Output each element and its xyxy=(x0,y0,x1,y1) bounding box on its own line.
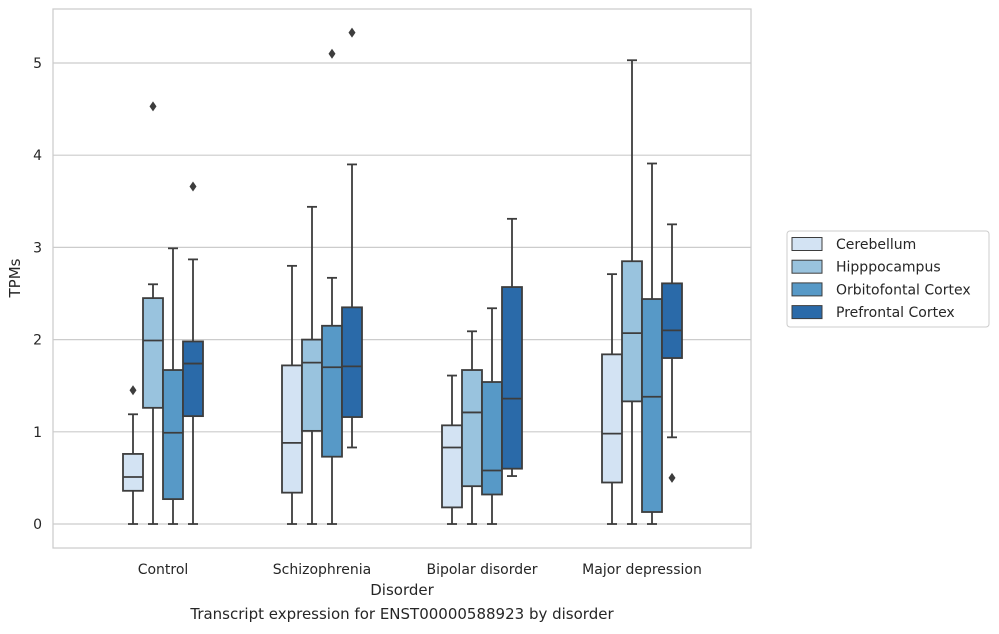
legend-frame xyxy=(786,230,990,328)
y-tick-label: 3 xyxy=(33,240,42,256)
box xyxy=(182,181,204,525)
legend: Cerebellum Hipppocampus Orbitofontal Corte… xyxy=(786,230,990,328)
box-body xyxy=(281,364,303,494)
box xyxy=(461,330,483,525)
x-tick-labels: Control Schizophrenia Bipolar disorder Majo… xyxy=(138,562,702,578)
x-tick-label: Major depression xyxy=(582,562,702,578)
box-body xyxy=(122,453,144,492)
x-tick-label: Schizophrenia xyxy=(273,562,371,578)
outlier-point xyxy=(149,101,157,112)
outlier-point xyxy=(328,48,336,59)
box-body xyxy=(661,282,683,359)
legend-label: Hipppocampus xyxy=(836,260,941,276)
x-tick-label: Bipolar disorder xyxy=(426,562,537,578)
legend-label: Prefrontal Cortex xyxy=(836,305,955,321)
box-body xyxy=(341,306,363,418)
box xyxy=(142,101,164,525)
y-tick-label: 2 xyxy=(33,333,42,349)
box-body xyxy=(501,286,523,470)
legend-swatch xyxy=(791,259,823,274)
y-tick-label: 1 xyxy=(33,425,42,441)
box xyxy=(162,247,184,525)
outlier-point xyxy=(348,27,356,38)
box-body xyxy=(621,260,643,403)
y-tick-label: 5 xyxy=(33,56,42,72)
box xyxy=(501,217,523,477)
box xyxy=(621,59,643,525)
box-body xyxy=(441,424,463,509)
box xyxy=(321,48,343,525)
box xyxy=(661,223,683,483)
x-axis-label: Disorder xyxy=(370,581,434,599)
legend-label: Orbitofontal Cortex xyxy=(836,282,971,298)
box-body xyxy=(461,369,483,488)
outlier-point xyxy=(189,181,197,192)
box-body xyxy=(162,369,184,501)
legend-swatch xyxy=(791,305,823,320)
legend-swatch xyxy=(791,237,823,251)
box-body xyxy=(641,298,663,513)
box-body xyxy=(601,353,623,484)
box xyxy=(281,264,303,525)
box-body xyxy=(142,297,164,409)
box-groups xyxy=(122,27,683,525)
y-axis-label: TPMs xyxy=(6,258,24,298)
box-body xyxy=(481,381,503,496)
box xyxy=(301,205,323,525)
y-tick-labels: 0 1 2 3 4 5 xyxy=(33,56,42,533)
y-tick-label: 4 xyxy=(33,148,42,164)
box xyxy=(601,273,623,525)
plot-frame xyxy=(52,8,752,549)
x-tick-label: Control xyxy=(138,562,189,578)
chart-caption: Transcript expression for ENST0000058892… xyxy=(190,605,614,623)
y-tick-label: 0 xyxy=(33,517,42,533)
box xyxy=(341,27,363,449)
box xyxy=(641,162,663,525)
box-body xyxy=(301,338,323,432)
outlier-point xyxy=(129,385,137,396)
box-body xyxy=(182,340,204,418)
box xyxy=(481,307,503,525)
outlier-point xyxy=(668,472,676,483)
legend-label: Cerebellum xyxy=(836,237,916,253)
box-body xyxy=(321,324,343,458)
legend-swatch xyxy=(791,282,823,297)
box xyxy=(441,374,463,525)
box xyxy=(122,385,144,525)
